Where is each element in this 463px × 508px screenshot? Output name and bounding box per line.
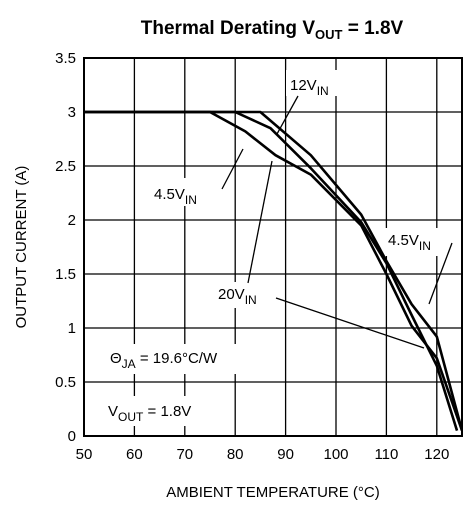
series-curves (84, 110, 463, 432)
grid-lines (83, 57, 462, 437)
x-tick-2: 70 (176, 446, 193, 463)
leader-4.5vin-left (221, 148, 244, 190)
svg-text:4.5VIN: 4.5VIN (388, 232, 431, 253)
annotation-theta-ja: ΘJA = 19.6°C/W (104, 344, 244, 374)
x-tick-7: 120 (424, 446, 449, 463)
leader-20vin-up (247, 160, 273, 284)
y-tick-3: 1.5 (55, 266, 76, 283)
svg-text:ΘJA = 19.6°C/W: ΘJA = 19.6°C/W (110, 350, 218, 371)
y-tick-2: 1 (68, 320, 76, 337)
label-20vin: 20VIN (214, 160, 425, 349)
chart-title: Thermal Derating VOUT = 1.8V (141, 18, 404, 42)
label-4.5vin-left: 4.5VIN (152, 148, 244, 207)
svg-text:20VIN: 20VIN (218, 286, 257, 307)
series-line-1 (84, 110, 459, 431)
y-tick-7: 3.5 (55, 50, 76, 67)
y-tick-4: 2 (68, 212, 76, 229)
x-tick-0: 50 (76, 446, 93, 463)
x-tick-6: 110 (374, 446, 398, 463)
leader-20vin-right (275, 297, 425, 349)
x-axis-label: AMBIENT TEMPERATURE (°C) (166, 484, 380, 501)
y-axis-label: OUTPUT CURRENT (A) (13, 166, 30, 329)
x-tick-labels: 50 60 70 80 90 100 110 120 (76, 446, 450, 463)
leader-4.5vin-right (428, 242, 453, 305)
y-tick-5: 2.5 (55, 158, 76, 175)
x-tick-5: 100 (323, 446, 348, 463)
label-12vin: 12VIN (276, 70, 342, 135)
svg-text:12VIN: 12VIN (290, 77, 329, 98)
series-line-2 (84, 110, 463, 432)
svg-text:VOUT = 1.8V: VOUT = 1.8V (108, 403, 191, 424)
svg-text:4.5VIN: 4.5VIN (154, 186, 197, 207)
x-tick-1: 60 (126, 446, 143, 463)
y-tick-labels: 0 0.5 1 1.5 2 2.5 3 3.5 (55, 50, 76, 445)
annotation-vout: VOUT = 1.8V (104, 396, 210, 426)
plot-frame (83, 57, 463, 437)
y-tick-6: 3 (68, 104, 76, 121)
x-tick-3: 80 (227, 446, 244, 463)
x-tick-4: 90 (277, 446, 294, 463)
y-tick-1: 0.5 (55, 374, 76, 391)
series-line-0 (84, 110, 463, 431)
y-tick-0: 0 (68, 428, 76, 445)
leader-12vin (276, 95, 299, 135)
label-4.5vin-right: 4.5VIN (385, 228, 453, 305)
